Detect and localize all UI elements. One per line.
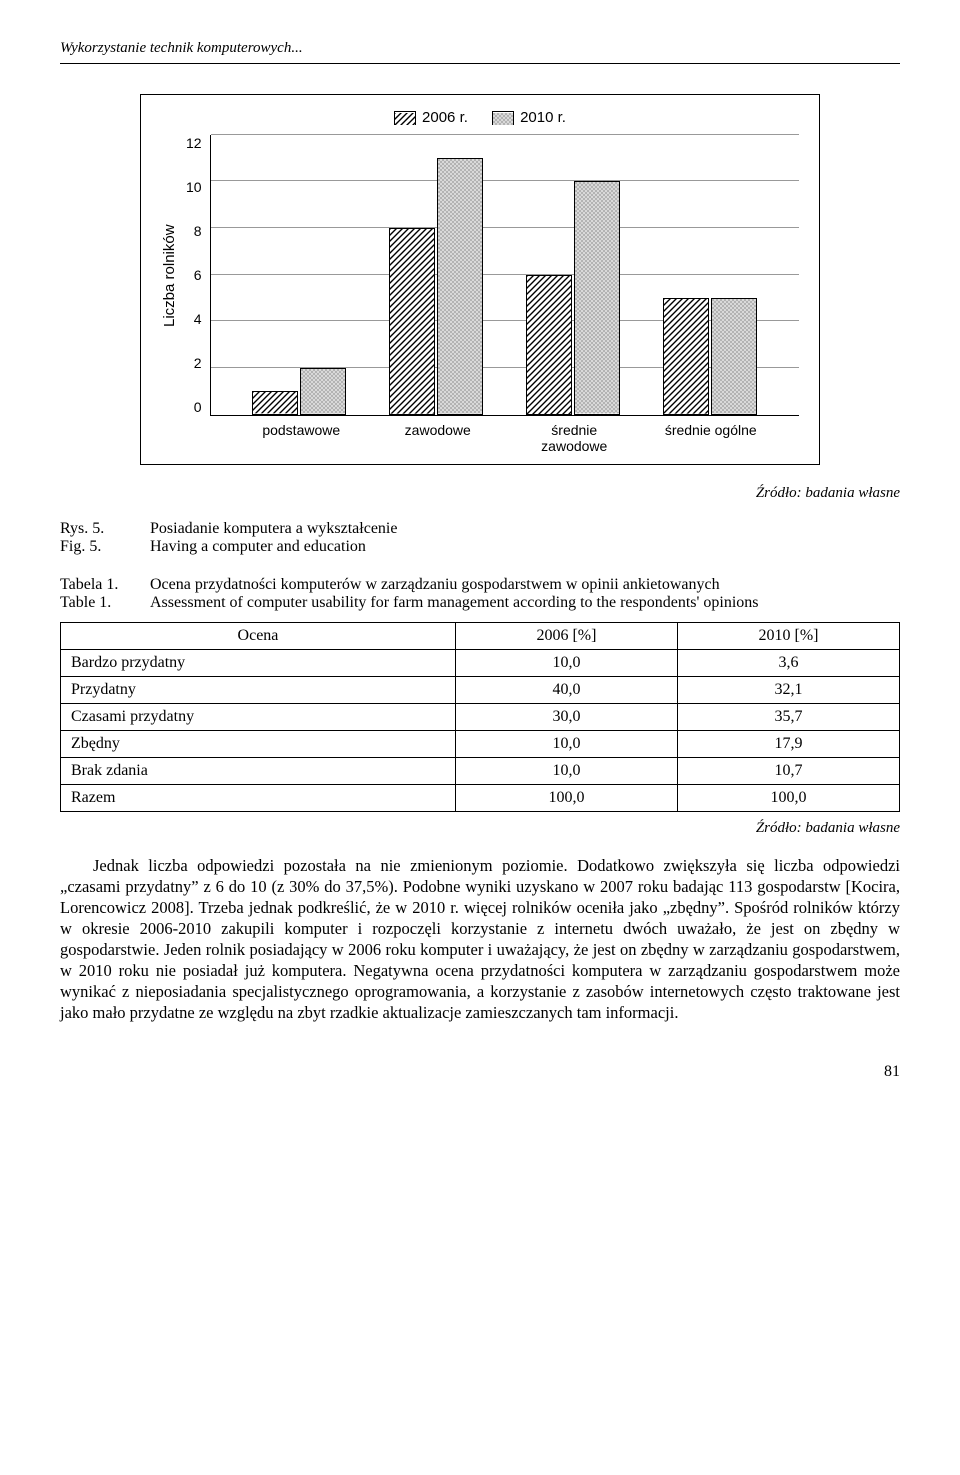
table-col-header: 2010 [%] [677, 622, 899, 649]
running-header: Wykorzystanie technik komputerowych... [60, 40, 900, 57]
caption-text-en: Having a computer and education [150, 538, 366, 556]
table-caption-pl: Tabela 1. Ocena przydatności komputerów … [60, 576, 900, 594]
row-value: 10,0 [455, 757, 677, 784]
ytick: 10 [186, 179, 202, 195]
page-number: 81 [60, 1063, 900, 1081]
header-rule [60, 63, 900, 64]
table-row: Przydatny40,032,1 [61, 676, 900, 703]
row-label: Przydatny [61, 676, 456, 703]
ytick: 6 [194, 267, 202, 283]
body-paragraph: Jednak liczba odpowiedzi pozostała na ni… [60, 855, 900, 1024]
y-axis-label: Liczba rolników [161, 135, 178, 416]
y-axis-ticks: 12 10 8 6 4 2 0 [186, 135, 210, 415]
table-source: Źródło: badania własne [60, 820, 900, 837]
legend-label: 2010 r. [520, 109, 566, 126]
row-value: 35,7 [677, 703, 899, 730]
row-value: 100,0 [455, 784, 677, 811]
ytick: 8 [194, 223, 202, 239]
ytick: 2 [194, 355, 202, 371]
table-label-pl: Tabela 1. [60, 576, 140, 594]
ytick: 12 [186, 135, 202, 151]
bar [389, 228, 435, 415]
bar [711, 298, 757, 415]
bar-group [663, 298, 757, 415]
table-row: Bardzo przydatny10,03,6 [61, 649, 900, 676]
plot-area [210, 135, 799, 416]
grid-line [211, 274, 799, 275]
row-value: 30,0 [455, 703, 677, 730]
chart-legend: 2006 r. 2010 r. [161, 109, 799, 129]
bar-group [252, 368, 346, 415]
grid-line [211, 134, 799, 135]
row-label: Czasami przydatny [61, 703, 456, 730]
x-tick-label: podstawowe [251, 422, 351, 454]
row-value: 3,6 [677, 649, 899, 676]
row-value: 40,0 [455, 676, 677, 703]
bar-group [389, 158, 483, 415]
table-body: Bardzo przydatny10,03,6Przydatny40,032,1… [61, 649, 900, 811]
row-value: 10,0 [455, 649, 677, 676]
chart-source: Źródło: badania własne [60, 485, 900, 502]
row-label: Zbędny [61, 730, 456, 757]
legend-item: 2010 r. [492, 109, 566, 126]
row-value: 32,1 [677, 676, 899, 703]
bar [437, 158, 483, 415]
row-value: 10,0 [455, 730, 677, 757]
table-text-en: Assessment of computer usability for far… [150, 594, 900, 612]
caption-label-en: Fig. 5. [60, 538, 130, 556]
table-header-row: Ocena2006 [%]2010 [%] [61, 622, 900, 649]
table-text-pl: Ocena przydatności komputerów w zarządza… [150, 576, 900, 594]
table-row: Czasami przydatny30,035,7 [61, 703, 900, 730]
bar-group [526, 181, 620, 414]
usability-table: Ocena2006 [%]2010 [%] Bardzo przydatny10… [60, 622, 900, 812]
caption-label-pl: Rys. 5. [60, 520, 130, 538]
ytick: 4 [194, 311, 202, 327]
table-col-header: Ocena [61, 622, 456, 649]
row-value: 10,7 [677, 757, 899, 784]
row-value: 100,0 [677, 784, 899, 811]
table-label-en: Table 1. [60, 594, 140, 612]
figure-caption: Rys. 5. Posiadanie komputera a wykształc… [60, 520, 900, 538]
x-tick-label: średnie zawodowe [524, 422, 624, 454]
legend-item: 2006 r. [394, 109, 468, 126]
grid-line [211, 180, 799, 181]
legend-swatch-2006 [394, 111, 416, 125]
figure-caption-en: Fig. 5. Having a computer and education [60, 538, 900, 556]
x-tick-label: zawodowe [388, 422, 488, 454]
bar [574, 181, 620, 414]
bar [252, 391, 298, 414]
table-row: Razem100,0100,0 [61, 784, 900, 811]
x-axis: podstawowe zawodowe średnie zawodowe średni… [213, 416, 799, 454]
x-tick-label: średnie ogólne [661, 422, 761, 454]
table-row: Brak zdania10,010,7 [61, 757, 900, 784]
table-caption-en: Table 1. Assessment of computer usabilit… [60, 594, 900, 612]
grid-line [211, 227, 799, 228]
bar [663, 298, 709, 415]
row-label: Razem [61, 784, 456, 811]
caption-text-pl: Posiadanie komputera a wykształcenie [150, 520, 397, 538]
row-label: Bardzo przydatny [61, 649, 456, 676]
bar [526, 275, 572, 415]
table-col-header: 2006 [%] [455, 622, 677, 649]
row-label: Brak zdania [61, 757, 456, 784]
table-row: Zbędny10,017,9 [61, 730, 900, 757]
legend-label: 2006 r. [422, 109, 468, 126]
bar [300, 368, 346, 415]
bar-chart: 2006 r. 2010 r. Liczba rolników 12 10 8 … [140, 94, 820, 465]
legend-swatch-2010 [492, 111, 514, 125]
ytick: 0 [194, 399, 202, 415]
row-value: 17,9 [677, 730, 899, 757]
